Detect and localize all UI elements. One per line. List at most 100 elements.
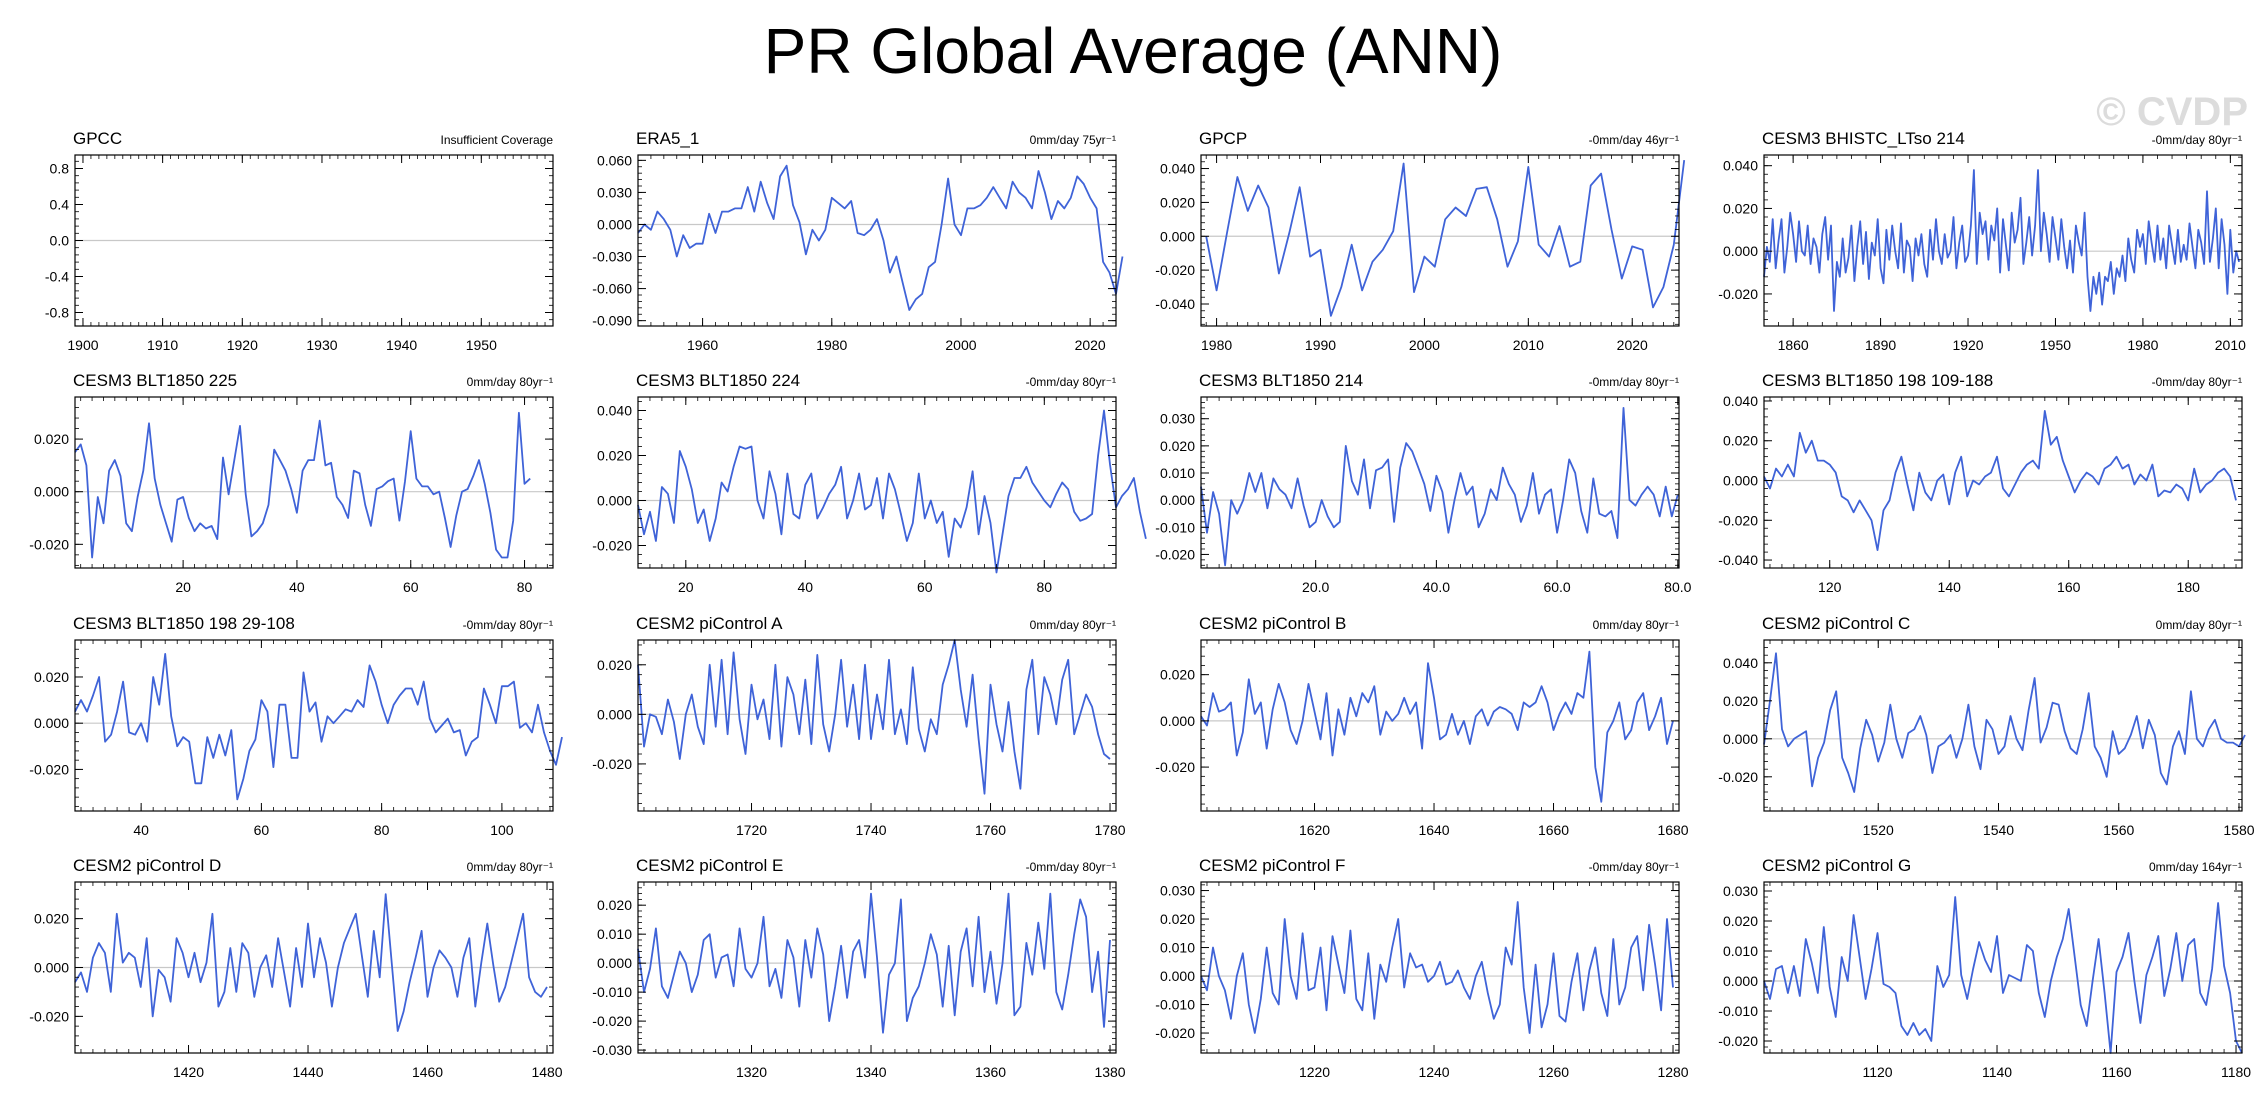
data-line xyxy=(637,892,1111,1034)
y-tick-label: -0.020 xyxy=(1718,286,1758,302)
x-tick-label: 1240 xyxy=(1418,1064,1449,1080)
chart-panel: 1420 1440 1460 1480 0.020 0.000 -0.020 CESM2 pi… xyxy=(29,856,563,1080)
panel-title: GPCC xyxy=(73,129,122,148)
x-tick-label: 40 xyxy=(798,579,814,595)
x-tick-label: 1960 xyxy=(687,337,718,353)
chart-panel: 1320 1340 1360 1380 0.020 0.010 0.000 -0.010 -0.… xyxy=(592,856,1126,1080)
y-tick-label: -0.020 xyxy=(592,538,632,554)
chart-panel: 1620 1640 1660 1680 0.020 0.000 -0.020 CESM2 pi… xyxy=(1155,614,1689,838)
y-tick-label: -0.020 xyxy=(1155,1025,1195,1041)
plot-frame xyxy=(1763,396,2243,569)
y-tick-label: 0.010 xyxy=(1723,943,1758,959)
data-line xyxy=(637,409,1147,574)
y-tick-label: 0.040 xyxy=(597,403,632,419)
plot-frame xyxy=(1200,396,1680,569)
x-tick-label: 1320 xyxy=(736,1064,767,1080)
chart-panel: 40 60 80 100 0.020 0.000 -0.020 CESM3 BLT1850 1… xyxy=(29,614,563,838)
panel-title: CESM3 BLT1850 224 xyxy=(636,371,800,390)
plot-frame xyxy=(1200,639,1680,812)
x-tick-label: 1260 xyxy=(1538,1064,1569,1080)
data-line xyxy=(1200,901,1674,1034)
data-line xyxy=(1200,650,1674,803)
y-tick-label: 0.0 xyxy=(50,233,70,249)
y-tick-label: 0.030 xyxy=(597,184,632,200)
trend-label: Insufficient Coverage xyxy=(440,133,553,147)
y-tick-label: 0.010 xyxy=(1160,940,1195,956)
y-tick-label: -0.020 xyxy=(1155,759,1195,775)
x-tick-label: 1980 xyxy=(2127,337,2158,353)
y-tick-label: 0.020 xyxy=(1723,433,1758,449)
panel-title: CESM2 piControl B xyxy=(1199,614,1346,633)
y-tick-label: 0.030 xyxy=(1160,883,1195,899)
x-tick-label: 1760 xyxy=(975,822,1006,838)
y-tick-label: -0.010 xyxy=(592,984,632,1000)
x-tick-label: 160 xyxy=(2057,579,2081,595)
chart-panel: 1980 1990 2000 2010 2020 0.040 0.020 0.000 -0.02… xyxy=(1155,129,1686,353)
x-tick-label: 1990 xyxy=(1305,337,1336,353)
y-tick-label: 0.020 xyxy=(597,897,632,913)
x-tick-label: 1280 xyxy=(1657,1064,1688,1080)
chart-panel: 20.0 40.0 60.0 80.0 0.030 0.020 0.010 0.000 -0.0… xyxy=(1155,371,1691,595)
trend-label: 0mm/day 80yr⁻¹ xyxy=(467,375,553,389)
y-tick-label: 0.040 xyxy=(1723,158,1758,174)
page-title: PR Global Average (ANN) xyxy=(763,15,1503,87)
y-tick-label: -0.030 xyxy=(592,1042,632,1058)
chart-panel: 1900 1910 1920 1930 1940 1950 0.8 0.4 0.0 -0.4 -0.… xyxy=(45,129,554,353)
x-tick-label: 100 xyxy=(490,822,514,838)
plot-frame xyxy=(637,881,1117,1054)
y-tick-label: -0.020 xyxy=(1718,1033,1758,1049)
y-tick-label: -0.020 xyxy=(29,536,69,552)
x-tick-label: 1980 xyxy=(1201,337,1232,353)
x-tick-label: 80 xyxy=(1037,579,1053,595)
y-tick-label: -0.040 xyxy=(1718,552,1758,568)
x-tick-label: 60 xyxy=(917,579,933,595)
panel-title: GPCP xyxy=(1199,129,1247,148)
trend-label: -0mm/day 80yr⁻¹ xyxy=(463,618,553,632)
x-tick-label: 1560 xyxy=(2103,822,2134,838)
x-tick-label: 1120 xyxy=(1862,1064,1892,1080)
y-tick-label: 0.020 xyxy=(1723,200,1758,216)
plot-frame xyxy=(74,396,554,569)
trend-label: -0mm/day 80yr⁻¹ xyxy=(1026,860,1116,874)
y-tick-label: -0.020 xyxy=(592,756,632,772)
y-tick-label: -0.020 xyxy=(1155,546,1195,562)
plot-frame xyxy=(1200,881,1680,1054)
chart-panel: 20 40 60 80 0.020 0.000 -0.020 CESM3 BLT1850 22… xyxy=(29,371,554,595)
data-line xyxy=(74,653,563,801)
panel-title: CESM3 BLT1850 198 29-108 xyxy=(73,614,295,633)
chart-panel: 1860 1890 1920 1950 1980 2010 0.040 0.020 0.000 -… xyxy=(1718,129,2246,353)
y-tick-label: 0.000 xyxy=(1160,713,1195,729)
y-tick-label: 0.000 xyxy=(1160,968,1195,984)
x-tick-label: 1440 xyxy=(292,1064,323,1080)
chart-panel: 1960 1980 2000 2020 0.060 0.030 0.000 -0.030 -0.… xyxy=(592,129,1124,353)
x-tick-label: 180 xyxy=(2177,579,2201,595)
y-tick-label: 0.030 xyxy=(1160,411,1195,427)
x-tick-label: 1480 xyxy=(531,1064,562,1080)
y-tick-label: -0.090 xyxy=(592,313,632,329)
y-tick-label: 0.000 xyxy=(34,715,69,731)
x-tick-label: 20 xyxy=(678,579,694,595)
data-line xyxy=(1763,896,2243,1054)
x-tick-label: 2020 xyxy=(1075,337,1106,353)
y-tick-label: 0.020 xyxy=(1723,693,1758,709)
y-tick-label: 0.010 xyxy=(1160,465,1195,481)
y-tick-label: 0.020 xyxy=(1160,667,1195,683)
y-tick-label: 0.030 xyxy=(1723,883,1758,899)
y-tick-label: -0.4 xyxy=(45,269,69,285)
y-tick-label: 0.000 xyxy=(1723,973,1758,989)
y-tick-label: 0.020 xyxy=(597,448,632,464)
x-tick-label: 1420 xyxy=(173,1064,204,1080)
y-tick-label: 0.020 xyxy=(34,911,69,927)
plot-frame xyxy=(1200,154,1680,327)
x-tick-label: 1340 xyxy=(855,1064,886,1080)
plot-frame xyxy=(637,154,1117,327)
chart-panel: 1120 1140 1160 1180 0.030 0.020 0.010 0.000 -0.0… xyxy=(1718,856,2251,1080)
y-tick-label: -0.010 xyxy=(1155,519,1195,535)
y-tick-label: 0.020 xyxy=(597,657,632,673)
x-tick-label: 1220 xyxy=(1299,1064,1330,1080)
trend-label: -0mm/day 46yr⁻¹ xyxy=(1589,133,1679,147)
panel-title: CESM3 BHISTC_LTso 214 xyxy=(1762,129,1965,148)
panel-title: CESM3 BLT1850 225 xyxy=(73,371,237,390)
y-tick-label: -0.020 xyxy=(1718,769,1758,785)
